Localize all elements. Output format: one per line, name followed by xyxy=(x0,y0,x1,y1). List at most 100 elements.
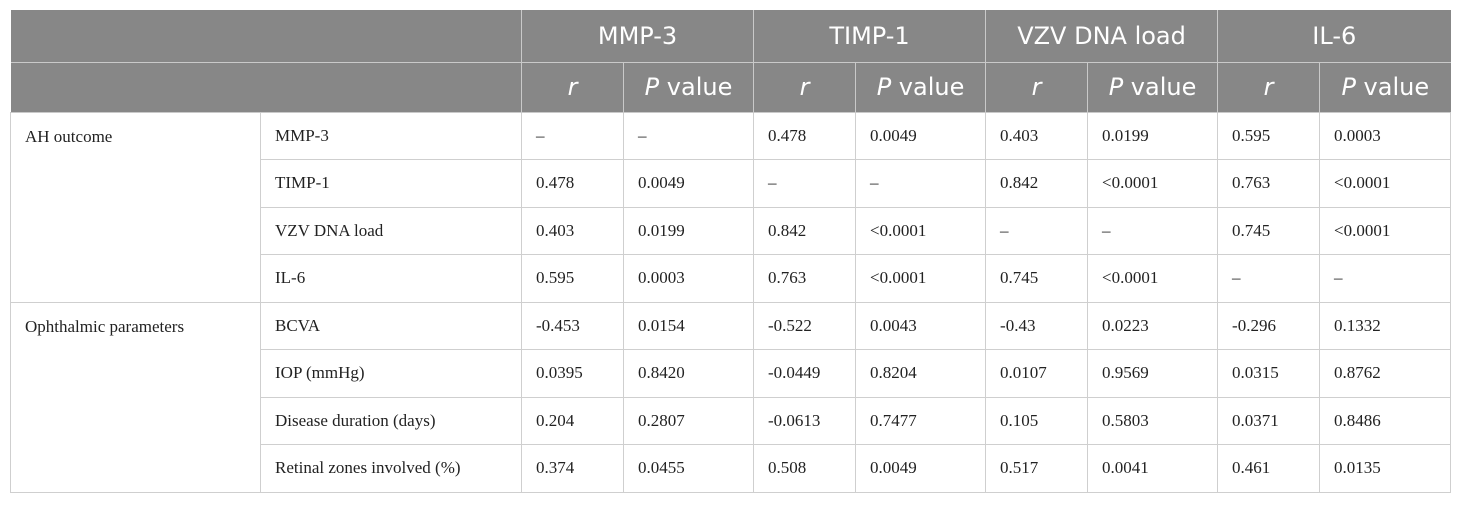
cell-r: 0.595 xyxy=(521,254,624,303)
cell-p-value: 0.1332 xyxy=(1319,302,1452,350)
cell-p-value: 0.0199 xyxy=(623,207,755,255)
cell-r: 0.461 xyxy=(1217,444,1321,493)
table-row: Disease duration (days) 0.204 0.2807 -0.061… xyxy=(11,397,1452,445)
group-label: AH outcome xyxy=(10,112,261,303)
row-label: BCVA xyxy=(260,302,522,350)
cell-p-value: 0.0199 xyxy=(1087,112,1219,160)
cell-r: 0.204 xyxy=(521,397,624,445)
table-row: AH outcome MMP-3– –0.478 0.0049 0.403 0.0199 0… xyxy=(10,112,1452,303)
cell-r: 0.0371 xyxy=(1217,397,1321,445)
cell-r: 0.478 xyxy=(753,112,857,160)
table-row: TIMP-1 0.478 0.0049– –0.842 <0.0001 0.763 <0.0… xyxy=(11,159,1452,208)
cell-r: 0.842 xyxy=(753,207,857,255)
cell-r: 0.105 xyxy=(985,397,1089,445)
cell-p-value: <0.0001 xyxy=(855,254,987,303)
cell-p-value: 0.0135 xyxy=(1319,444,1452,493)
cell-p-value: <0.0001 xyxy=(1319,159,1452,208)
row-label: IOP (mmHg) xyxy=(260,349,522,398)
cell-p-value: 0.0041 xyxy=(1087,444,1219,493)
subheader-p-value: P value xyxy=(1087,62,1219,113)
cell-r: – xyxy=(753,159,857,208)
cell-p-value: – xyxy=(1087,207,1219,255)
cell-p-value: 0.0223 xyxy=(1087,302,1219,350)
cell-p-value: – xyxy=(623,112,755,160)
subheader-r: r xyxy=(1217,62,1321,113)
header-timp1: TIMP-1 xyxy=(753,10,987,63)
cell-p-value: 0.0049 xyxy=(623,159,755,208)
subheader-r: r xyxy=(753,62,857,113)
cell-p-value: <0.0001 xyxy=(1087,159,1219,208)
cell-r: 0.0107 xyxy=(985,349,1089,398)
row-label: Retinal zones involved (%) xyxy=(260,444,522,493)
header-corner xyxy=(10,10,522,63)
cell-p-value: 0.0003 xyxy=(623,254,755,303)
table-row: Retinal zones involved (%) 0.374 0.0455 0.5… xyxy=(11,444,1452,493)
cell-r: – xyxy=(1217,254,1321,303)
cell-p-value: – xyxy=(855,159,987,208)
row-label: TIMP-1 xyxy=(260,159,522,208)
group-label: Ophthalmic parameters xyxy=(10,302,261,493)
table-header: MMP-3 TIMP-1 VZV DNA load IL-6 r P value… xyxy=(10,10,1451,113)
cell-r: 0.0315 xyxy=(1217,349,1321,398)
cell-p-value: <0.0001 xyxy=(855,207,987,255)
header-row-stats: r P value r P value r P value r P value xyxy=(10,62,1451,113)
cell-r: 0.517 xyxy=(985,444,1089,493)
header-row-markers: MMP-3 TIMP-1 VZV DNA load IL-6 xyxy=(10,10,1451,63)
cell-p-value: 0.0043 xyxy=(855,302,987,350)
cell-p-value: 0.0003 xyxy=(1319,112,1452,160)
cell-p-value: <0.0001 xyxy=(1087,254,1219,303)
subheader-r: r xyxy=(985,62,1089,113)
correlation-table: MMP-3 TIMP-1 VZV DNA load IL-6 r P value… xyxy=(10,10,1452,493)
cell-r: -0.453 xyxy=(521,302,624,350)
cell-p-value: 0.5803 xyxy=(1087,397,1219,445)
cell-r: -0.43 xyxy=(985,302,1089,350)
cell-r: 0.745 xyxy=(1217,207,1321,255)
cell-r: 0.595 xyxy=(1217,112,1321,160)
cell-r: 0.478 xyxy=(521,159,624,208)
cell-r: 0.403 xyxy=(985,112,1089,160)
cell-p-value: 0.8420 xyxy=(623,349,755,398)
cell-r: -0.296 xyxy=(1217,302,1321,350)
header-vzv-dna-load: VZV DNA load xyxy=(985,10,1219,63)
cell-p-value: 0.8204 xyxy=(855,349,987,398)
row-label: Disease duration (days) xyxy=(260,397,522,445)
header-mmp3: MMP-3 xyxy=(521,10,755,63)
cell-r: -0.0449 xyxy=(753,349,857,398)
subheader-r: r xyxy=(521,62,624,113)
table-row: IOP (mmHg) 0.0395 0.8420 -0.0449 0.8204 0.010… xyxy=(11,349,1452,398)
cell-p-value: 0.9569 xyxy=(1087,349,1219,398)
cell-r: 0.374 xyxy=(521,444,624,493)
table-row: IL-6 0.595 0.0003 0.763 <0.0001 0.745 <0.0001–… xyxy=(11,254,1452,303)
cell-p-value: 0.8486 xyxy=(1319,397,1452,445)
table-row: Ophthalmic parameters BCVA -0.453 0.0154 -0.… xyxy=(10,302,1452,493)
cell-p-value: 0.0049 xyxy=(855,112,987,160)
cell-p-value: 0.0154 xyxy=(623,302,755,350)
cell-r: 0.763 xyxy=(753,254,857,303)
row-label: VZV DNA load xyxy=(260,207,522,255)
cell-r: 0.508 xyxy=(753,444,857,493)
cell-p-value: 0.8762 xyxy=(1319,349,1452,398)
cell-r: 0.763 xyxy=(1217,159,1321,208)
row-label: MMP-3 xyxy=(260,112,522,160)
table-body: AH outcome MMP-3– –0.478 0.0049 0.403 0.0199 0… xyxy=(10,112,1452,493)
cell-r: -0.0613 xyxy=(753,397,857,445)
row-label: IL-6 xyxy=(260,254,522,303)
cell-r: 0.745 xyxy=(985,254,1089,303)
cell-p-value: <0.0001 xyxy=(1319,207,1452,255)
cell-p-value: 0.2807 xyxy=(623,397,755,445)
cell-p-value: 0.0049 xyxy=(855,444,987,493)
cell-r: – xyxy=(521,112,624,160)
cell-p-value: 0.7477 xyxy=(855,397,987,445)
cell-p-value: – xyxy=(1319,254,1452,303)
subheader-p-value: P value xyxy=(855,62,987,113)
cell-r: -0.522 xyxy=(753,302,857,350)
cell-r: 0.842 xyxy=(985,159,1089,208)
header-corner-sub xyxy=(10,62,522,113)
cell-r: – xyxy=(985,207,1089,255)
cell-r: 0.0395 xyxy=(521,349,624,398)
cell-p-value: 0.0455 xyxy=(623,444,755,493)
subheader-p-value: P value xyxy=(1319,62,1451,113)
cell-r: 0.403 xyxy=(521,207,624,255)
subheader-p-value: P value xyxy=(623,62,755,113)
table-row: VZV DNA load 0.403 0.0199 0.842 <0.0001– –0.7… xyxy=(11,207,1452,255)
